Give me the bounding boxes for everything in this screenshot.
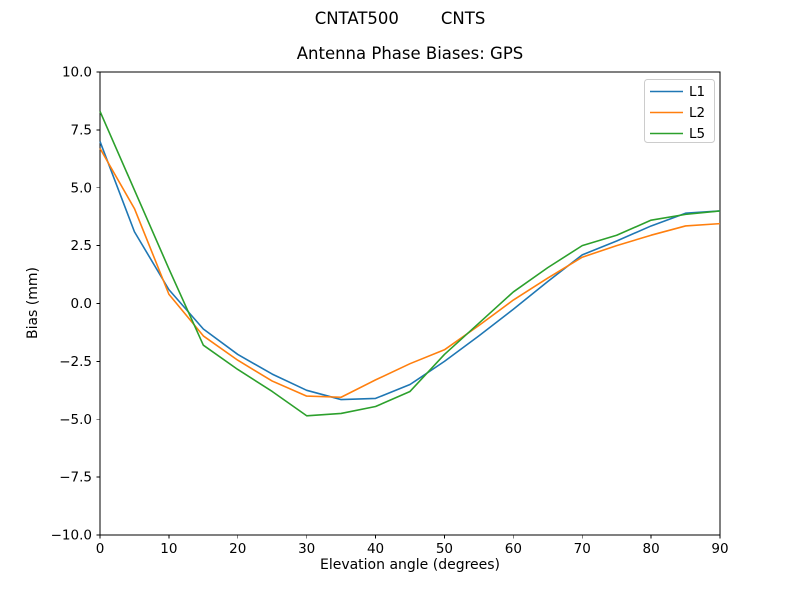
- x-tick-label: 10: [160, 541, 177, 557]
- series-line-l5: [99, 111, 721, 417]
- x-axis-label: Elevation angle (degrees): [319, 557, 501, 573]
- legend-item-l5: L5: [650, 126, 705, 142]
- legend-box: [644, 79, 715, 143]
- y-tick-label: 7.5: [71, 122, 92, 138]
- y-tick-label: 5.0: [71, 180, 92, 196]
- legend: L1 L2 L5: [644, 79, 715, 143]
- legend-label-l5: L5: [689, 126, 705, 142]
- x-tick-label: 30: [298, 541, 315, 557]
- x-tick-label: 70: [574, 541, 591, 557]
- y-tick-label: −5.0: [59, 412, 92, 428]
- plot-spines: [99, 71, 721, 536]
- legend-item-l2: L2: [650, 105, 705, 121]
- series-line-l1: [99, 141, 721, 401]
- y-tick-label: −2.5: [59, 354, 92, 370]
- y-axis-label: Bias (mm): [25, 266, 41, 340]
- x-tick-label: 40: [367, 541, 384, 557]
- y-tick-label: −10.0: [51, 528, 92, 544]
- axes-title: Antenna Phase Biases: GPS: [296, 44, 524, 63]
- legend-item-l1: L1: [650, 84, 705, 100]
- y-tick-label: 0.0: [71, 296, 92, 312]
- legend-label-l2: L2: [689, 105, 705, 121]
- x-tick-label: 50: [436, 541, 453, 557]
- x-tick-label: 90: [711, 541, 728, 557]
- y-tick-label: 2.5: [71, 238, 92, 254]
- x-tick-label: 80: [643, 541, 660, 557]
- x-axis-ticks: 0 10 20 30 40 50 60 70 80 90: [96, 535, 729, 557]
- y-tick-label: −7.5: [59, 470, 92, 486]
- x-tick-label: 0: [96, 541, 105, 557]
- y-axis-ticks: 10.0 7.5 5.0 2.5 0.0 −2.5 −5.0 −7.5 −10.0: [51, 65, 100, 544]
- legend-label-l1: L1: [689, 84, 705, 100]
- series-line-l2: [99, 148, 721, 399]
- figure-suptitle: CNTAT500 CNTS: [314, 9, 486, 28]
- x-tick-label: 60: [505, 541, 522, 557]
- x-tick-label: 20: [229, 541, 246, 557]
- y-tick-label: 10.0: [62, 65, 92, 81]
